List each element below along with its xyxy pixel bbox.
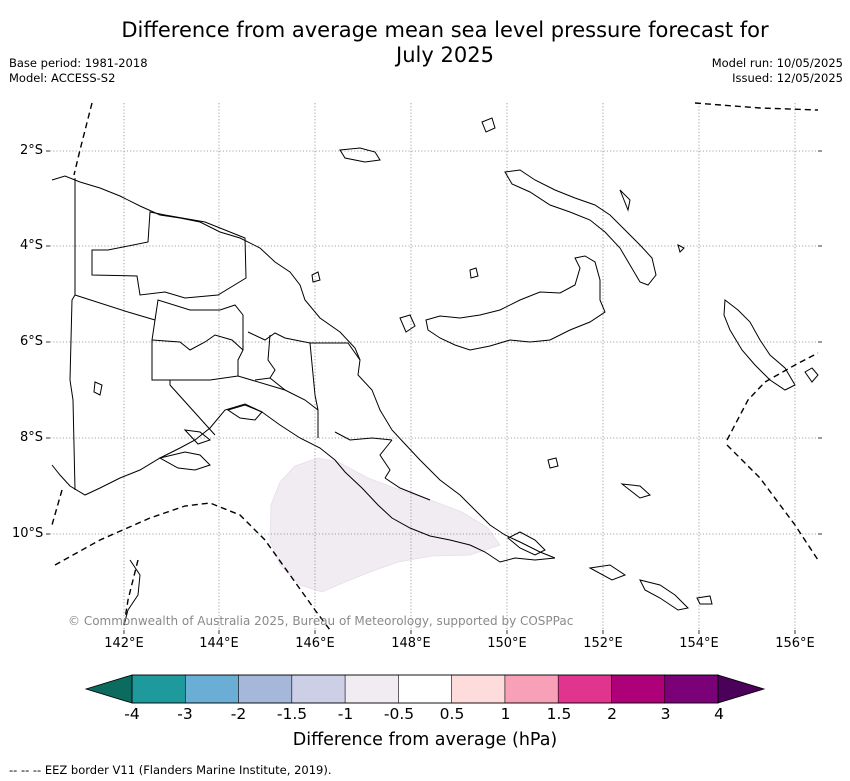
- colorbar-tick: -1.5: [276, 705, 308, 723]
- colorbar-extend-low: [84, 674, 133, 704]
- gridlines: [50, 103, 818, 630]
- colorbar-cell: [184, 674, 240, 704]
- lon-label-152e: 152°E: [583, 636, 623, 651]
- issued-text: Issued: 12/05/2025: [732, 71, 843, 85]
- colorbar-tick: 3: [660, 705, 671, 723]
- colorbar-cell: [344, 674, 399, 704]
- meta-left: Base period: 1981-2018 Model: ACCESS-S2: [9, 56, 148, 86]
- lon-label-154e: 154°E: [679, 636, 719, 651]
- colorbar-tick: 4: [714, 705, 724, 723]
- lat-label-4s: 4°S: [20, 238, 44, 253]
- colorbar-cell: [611, 674, 666, 704]
- colorbar-cell: [291, 674, 346, 704]
- colorbar-tick: -1: [337, 705, 354, 723]
- eez-borders: [51, 102, 819, 631]
- colorbar-tick: 2: [607, 705, 617, 723]
- copyright-text: © Commonwealth of Australia 2025, Bureau…: [68, 614, 574, 628]
- lat-label-6s: 6°S: [20, 334, 44, 349]
- colorbar-tick: 1: [500, 705, 511, 723]
- colorbar-tick: -4: [124, 705, 140, 723]
- model-run-text: Model run: 10/05/2025: [711, 56, 843, 70]
- colorbar-tick: -2: [230, 705, 247, 723]
- map-title: Difference from average mean sea level p…: [121, 18, 769, 67]
- lon-label-146e: 146°E: [295, 636, 335, 651]
- colorbar-extend-high: [717, 674, 766, 704]
- base-period-text: Base period: 1981-2018: [9, 56, 148, 70]
- lon-label-148e: 148°E: [391, 636, 431, 651]
- model-text: Model: ACCESS-S2: [9, 71, 116, 85]
- colorbar-cell: [504, 674, 559, 704]
- meta-right: Model run: 10/05/2025 Issued: 12/05/2025: [712, 56, 843, 86]
- colorbar-frame: [131, 674, 719, 704]
- colorbar-tick: 0.5: [439, 705, 465, 723]
- colorbar-tick: -3: [177, 705, 193, 723]
- lon-label-142e: 142°E: [104, 636, 144, 651]
- anomaly-region: [269, 457, 501, 593]
- eez-note: -- -- -- EEZ border V11 (Flanders Marine…: [9, 763, 332, 777]
- colorbar-cells: [84, 674, 766, 704]
- colorbar-cell: [398, 674, 453, 704]
- colorbar-label: Difference from average (hPa): [292, 730, 558, 750]
- colorbar-cell: [238, 674, 293, 704]
- coastlines: [51, 117, 819, 626]
- tick-marks: [46, 150, 822, 634]
- lon-label-156e: 156°E: [775, 636, 815, 651]
- colorbar-cell: [451, 674, 506, 704]
- lat-label-8s: 8°S: [20, 430, 44, 445]
- colorbar-tick: 1.5: [546, 705, 572, 723]
- lat-label-10s: 10°S: [12, 526, 44, 541]
- colorbar-cell: [131, 674, 186, 704]
- lon-label-150e: 150°E: [487, 636, 527, 651]
- colorbar-tick: -0.5: [383, 705, 415, 723]
- lon-label-144e: 144°E: [199, 636, 239, 651]
- colorbar-cell: [664, 674, 719, 704]
- colorbar-cell: [557, 674, 613, 704]
- lat-label-2s: 2°S: [20, 143, 44, 158]
